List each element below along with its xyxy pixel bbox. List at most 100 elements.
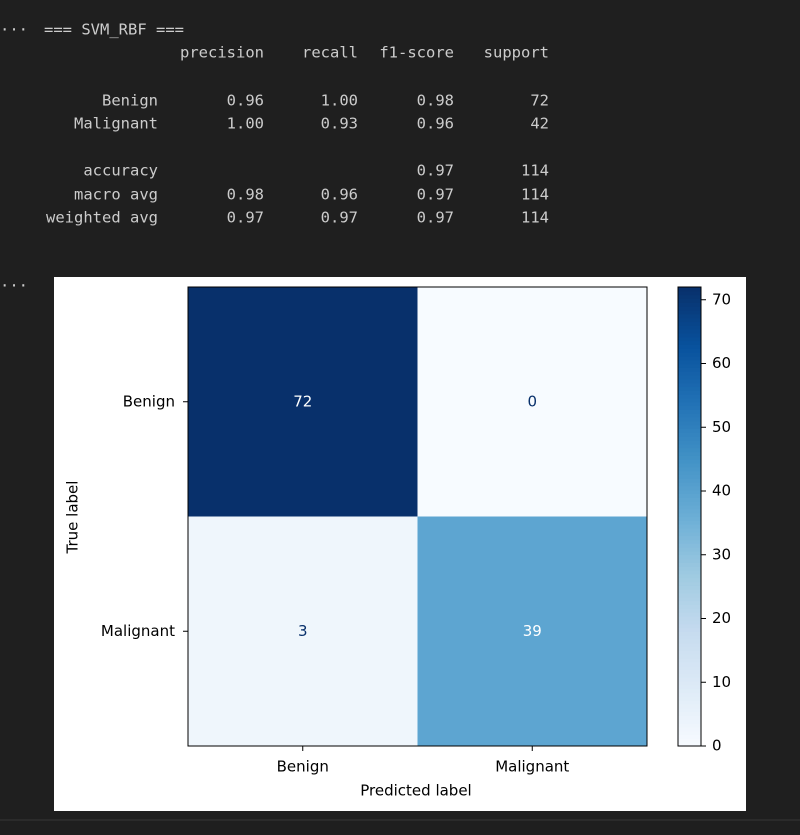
- colorbar-tick-label: 40: [712, 482, 731, 500]
- colorbar-step: [678, 478, 701, 483]
- colorbar-tick-label: 0: [712, 737, 722, 755]
- colorbar-step: [678, 554, 701, 560]
- colorbar-step: [678, 723, 701, 728]
- column-header: recall: [302, 44, 358, 62]
- colorbar-step: [678, 604, 701, 609]
- colorbar-step: [678, 512, 701, 518]
- colorbar-step: [678, 650, 701, 655]
- colorbar-step: [678, 585, 701, 590]
- colorbar-step: [678, 325, 701, 330]
- colorbar-step: [678, 539, 701, 544]
- colorbar-step: [678, 332, 701, 338]
- row-label: accuracy: [83, 162, 158, 180]
- cell-value: 0.97: [417, 186, 454, 204]
- cell-value: 0.93: [321, 115, 358, 133]
- row-label: macro avg: [74, 186, 158, 204]
- colorbar-step: [678, 738, 701, 743]
- colorbar-step: [678, 543, 701, 548]
- colorbar-step: [678, 420, 701, 426]
- colorbar-step: [678, 547, 701, 552]
- cell-value: 0.98: [417, 92, 454, 110]
- colorbar-step: [678, 593, 701, 598]
- colorbar-step: [678, 329, 701, 334]
- colorbar-step: [678, 573, 701, 579]
- colorbar-step: [678, 642, 701, 648]
- colorbar-step: [678, 615, 701, 621]
- cell-value: 0.96: [417, 115, 454, 133]
- colorbar-step: [678, 589, 701, 594]
- colorbar-step: [678, 459, 701, 464]
- cell-label: 3: [298, 622, 308, 640]
- y-tick-label: Benign: [123, 392, 175, 410]
- colorbar-step: [678, 596, 701, 602]
- colorbar-step: [678, 317, 701, 323]
- colorbar-step: [678, 428, 701, 433]
- colorbar-step: [678, 684, 701, 690]
- colorbar-step: [678, 531, 701, 537]
- colorbar-step: [678, 290, 701, 296]
- y-tick-label: Malignant: [101, 622, 175, 640]
- colorbar-step: [678, 440, 701, 445]
- x-tick-label: Malignant: [495, 758, 569, 776]
- colorbar-tick-label: 10: [712, 673, 731, 691]
- colorbar-tick-label: 60: [712, 354, 731, 372]
- colorbar-step: [678, 508, 701, 514]
- colorbar-step: [678, 394, 701, 399]
- colorbar-step: [678, 378, 701, 384]
- colorbar-step: [678, 306, 701, 311]
- colorbar-step: [678, 612, 701, 617]
- colorbar-step: [678, 371, 701, 376]
- colorbar-step: [678, 409, 701, 414]
- colorbar-step: [678, 600, 701, 606]
- colorbar-step: [678, 413, 701, 418]
- colorbar-step: [678, 309, 701, 315]
- colorbar-step: [678, 703, 701, 709]
- colorbar-step: [678, 550, 701, 556]
- heatmap-cell: [417, 516, 647, 746]
- colorbar-step: [678, 302, 701, 307]
- colorbar-step: [678, 359, 701, 365]
- colorbar-step: [678, 646, 701, 651]
- colorbar-step: [678, 677, 701, 682]
- colorbar-step: [678, 432, 701, 437]
- cell-value: 114: [521, 209, 549, 227]
- colorbar-step: [678, 524, 701, 529]
- column-header: precision: [180, 44, 264, 62]
- cell-value: 1.00: [321, 92, 358, 110]
- cell-value: 42: [530, 115, 549, 133]
- colorbar-step: [678, 673, 701, 678]
- colorbar-step: [678, 374, 701, 380]
- colorbar-step: [678, 562, 701, 567]
- colorbar-step: [678, 287, 701, 292]
- heatmap-cell: [188, 287, 418, 517]
- colorbar-step: [678, 386, 701, 391]
- colorbar-tick-label: 50: [712, 418, 731, 436]
- heatmap-cell: [417, 287, 647, 517]
- colorbar-step: [678, 294, 701, 300]
- colorbar-step: [678, 474, 701, 479]
- colorbar-step: [678, 726, 701, 732]
- colorbar-step: [678, 730, 701, 736]
- colorbar-step: [678, 707, 701, 713]
- output-prompt: ···: [0, 277, 28, 295]
- colorbar-step: [678, 516, 701, 521]
- cell-value: 114: [521, 162, 549, 180]
- x-axis-label: Predicted label: [360, 782, 471, 800]
- report-title: === SVM_RBF ===: [44, 21, 184, 39]
- x-tick-label: Benign: [277, 758, 329, 776]
- colorbar-step: [678, 466, 701, 472]
- colorbar-step: [678, 344, 701, 349]
- colorbar-tick-label: 20: [712, 609, 731, 627]
- colorbar-step: [678, 417, 701, 422]
- cell-value: 0.98: [227, 186, 264, 204]
- colorbar-step: [678, 447, 701, 453]
- colorbar-step: [678, 501, 701, 506]
- cell-value: 0.97: [417, 209, 454, 227]
- cell-label: 72: [293, 392, 312, 410]
- colorbar-step: [678, 313, 701, 319]
- cell-label: 39: [523, 622, 542, 640]
- colorbar-step: [678, 451, 701, 456]
- row-label: Benign: [102, 92, 158, 110]
- colorbar-step: [678, 700, 701, 705]
- colorbar-step: [678, 535, 701, 541]
